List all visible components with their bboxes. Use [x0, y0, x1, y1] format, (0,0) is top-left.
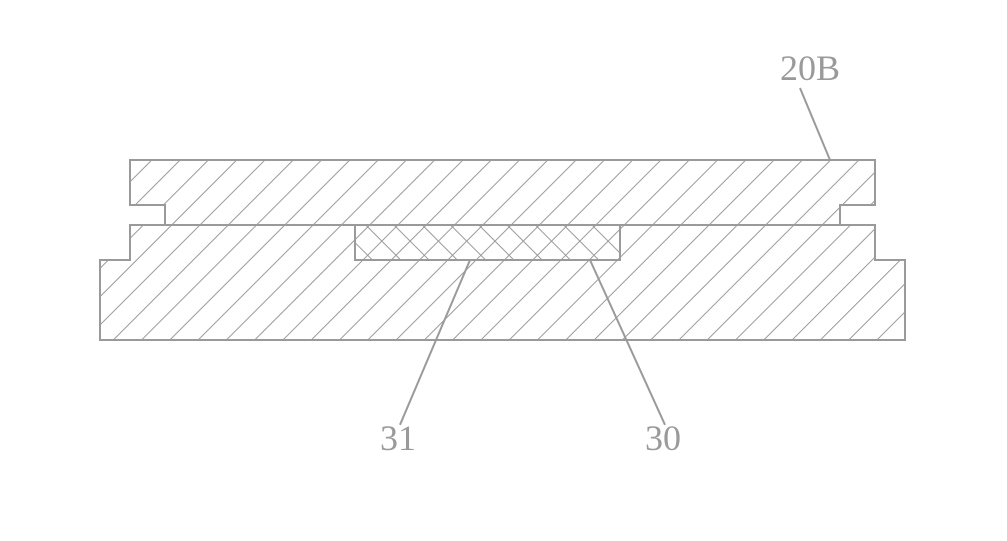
label-30: 30 — [645, 418, 681, 458]
label-20B: 20B — [780, 48, 840, 88]
chip-shape — [355, 225, 620, 260]
lid-shape — [130, 160, 875, 225]
label-31: 31 — [380, 418, 416, 458]
callout-20B: 20B — [780, 48, 840, 160]
